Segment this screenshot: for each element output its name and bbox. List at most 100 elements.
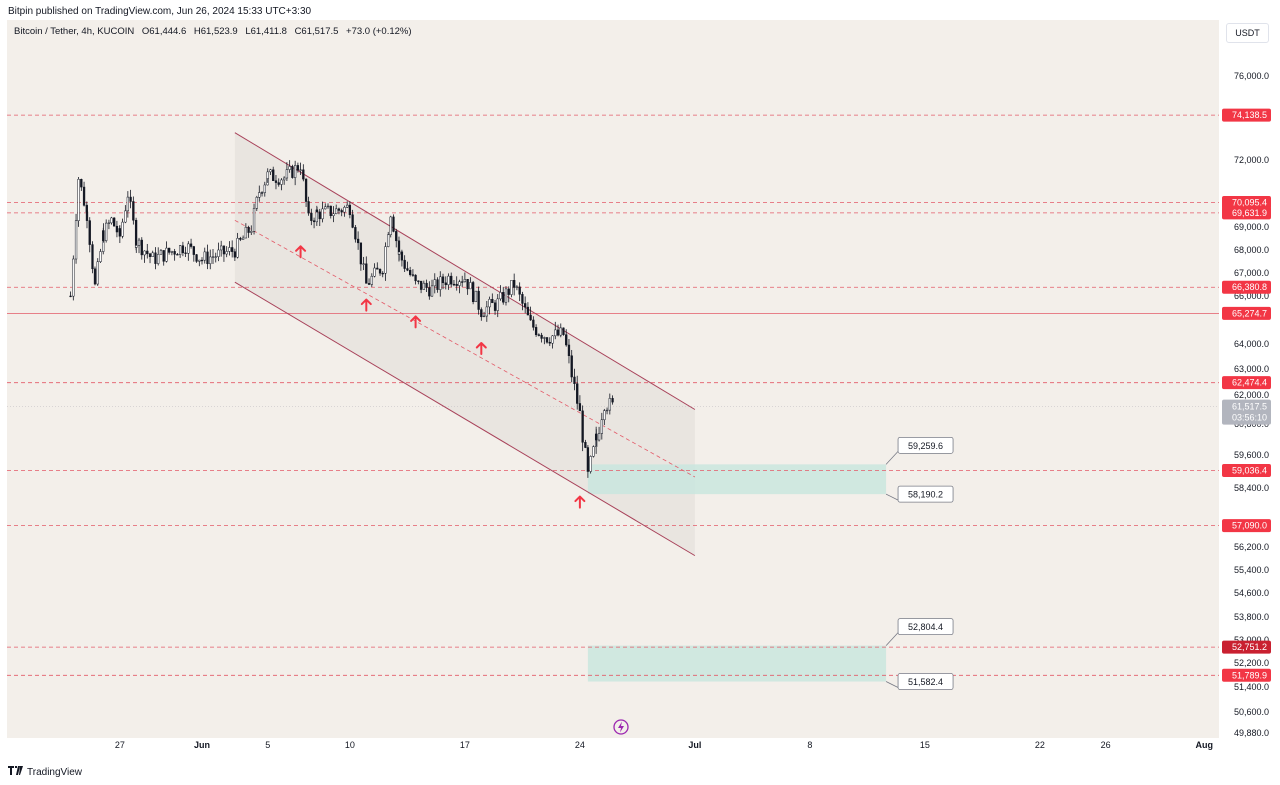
candle-body-100 [324,206,327,210]
candle-body-5 [80,179,83,188]
level-tag-2 [1222,196,1271,210]
candle-body-196 [584,442,587,448]
candle-body-45 [178,245,182,255]
candle-body-13 [99,251,102,262]
candle-body-29 [135,245,138,248]
candle-body-34 [148,253,152,257]
channel-lower-line [234,281,696,557]
candle-body-81 [274,180,278,183]
up-arrow-icon [574,495,586,509]
candle-body-168 [507,288,510,295]
candle-body-3 [74,220,78,260]
chart-area[interactable]: 59,259.6 58,190.2 52,804.4 51,582.4 76,000.… [7,20,1274,760]
level-tag-label-10: 51,789.9 [1232,670,1267,680]
price-tick-15: 55,400.0 [1234,565,1269,575]
time-tick-2: Jun [194,740,210,750]
price-tick-14: 56,200.0 [1234,542,1269,552]
candle-body-64 [231,247,234,252]
time-tick-12: Aug [1195,740,1213,750]
currency-button[interactable]: USDT [1226,23,1269,43]
candle-body-70 [247,226,250,233]
candle-body-61 [222,245,226,255]
candle-body-148 [452,283,456,286]
candle-body-94 [310,212,313,221]
candle-body-121 [381,272,384,275]
candle-body-12 [96,261,99,285]
candle-body-17 [107,222,111,224]
candle-body-164 [496,298,499,311]
price-tick-21: 50,600.0 [1234,707,1269,717]
published-caption: Bitpin published on TradingView.com, Jun… [8,6,312,17]
candle-body-26 [129,196,132,202]
time-tick-3: 5 [265,740,270,750]
current-price-label: 61,517.5 [1232,402,1267,412]
candle-body-71 [250,231,253,233]
time-axis[interactable]: 27 Jun 5 10 17 24 Jul 8 15 22 26 Aug [7,738,1219,760]
candle-body-136 [419,280,423,290]
candle-body-30 [137,239,141,246]
current-price-tag [1222,399,1271,425]
level-tag-5 [1222,306,1271,320]
candle-body-105 [337,208,341,211]
level-tag-3 [1222,206,1271,220]
candle-body-27 [132,201,135,221]
price-tick-18: 53,000.0 [1234,635,1269,645]
candle-body-198 [589,456,592,472]
candle-body-66 [236,238,239,258]
candle-body-151 [461,281,464,283]
candle-body-62 [225,251,228,255]
candle-body-157 [477,290,480,310]
candle-body-106 [340,210,343,213]
price-chart[interactable]: 59,259.6 58,190.2 52,804.4 51,582.4 76,000.… [7,20,1274,760]
candle-body-174 [524,303,527,308]
candle-body-139 [428,287,431,297]
price-tick-8: 63,000.0 [1234,364,1269,374]
candle-body-118 [373,267,376,277]
callout-pointer-bottom-2 [885,681,899,688]
candle-body-176 [529,314,532,321]
candle-body-72 [252,208,256,232]
candle-body-63 [228,247,231,252]
candle-body-179 [537,334,541,336]
candle-body-88 [294,165,297,178]
symbol-legend: Bitcoin / Tether, 4h, KUCOIN O61,444.6 H… [14,26,417,37]
candle-body-102 [329,205,332,216]
candle-body-187 [559,327,562,336]
candle-body-116 [367,283,371,285]
level-tag-7 [1222,463,1271,477]
callout-box-top-2 [897,618,954,636]
candle-body-138 [425,282,428,288]
candle-body-204 [603,410,606,421]
candle-body-132 [409,270,412,275]
candle-body-120 [378,269,382,274]
channel-fill [234,132,695,556]
candle-body-128 [398,251,401,255]
candle-body-112 [356,238,360,244]
candle-body-167 [504,288,508,303]
candle-body-114 [362,263,365,265]
candle-body-48 [187,243,190,254]
candle-body-197 [586,447,590,472]
candle-body-180 [540,334,543,339]
level-tag-label-1: 74,138.5 [1232,110,1267,120]
candle-body-171 [515,286,519,288]
up-arrow-icon [410,315,422,329]
candle-body-205 [605,409,609,412]
candle-body-4 [77,179,80,221]
callout-pointer-bottom-1 [885,493,899,501]
candle-body-9 [88,220,91,245]
candle-body-131 [406,268,409,271]
up-arrow-shape-5 [574,495,586,509]
level-tag-9 [1222,640,1271,654]
candle-body-98 [318,211,321,220]
candle-body-124 [389,216,392,236]
candle-body-126 [395,231,398,242]
callout-box-bottom-2 [897,673,954,690]
candle-body-25 [126,196,129,212]
candle-body-117 [370,275,373,285]
candle-body-123 [387,234,390,247]
tradingview-logo-icon [8,766,24,778]
candle-body-207 [611,398,614,403]
level-tag-10 [1222,668,1271,682]
replay-icon[interactable] [613,719,629,735]
